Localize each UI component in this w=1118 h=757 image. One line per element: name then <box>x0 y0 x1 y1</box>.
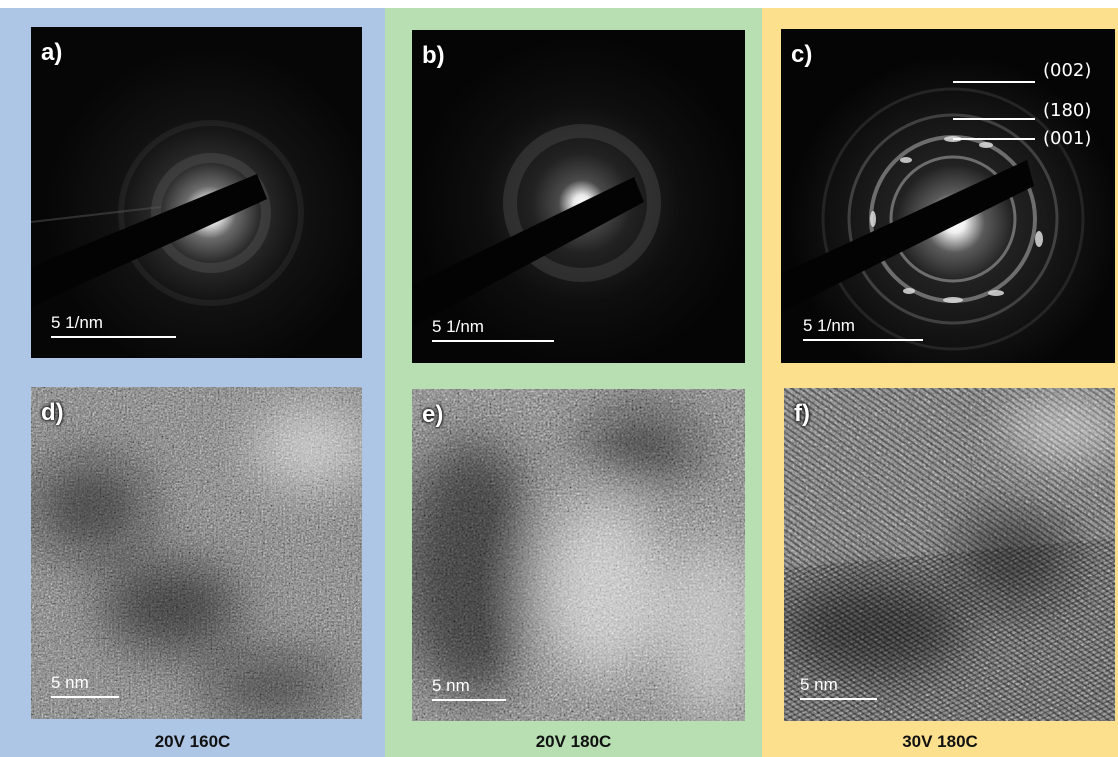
hrtem-image-e <box>412 389 745 721</box>
scale-label-f: 5 nm <box>800 675 838 694</box>
caption-col1: 20V 160C <box>154 732 231 751</box>
hrtem-image-f <box>784 388 1115 721</box>
diffraction-panel-c: c) (002) (180) (001) 5 1/nm <box>781 29 1115 363</box>
scale-bar-f: 5 nm <box>800 676 880 702</box>
panel-label-e: e) <box>422 401 444 428</box>
caption-col2: 20V 180C <box>535 732 612 751</box>
scale-bar-c: 5 1/nm <box>803 317 923 343</box>
caption-col3: 30V 180C <box>902 732 978 751</box>
panel-label-a: a) <box>41 39 63 66</box>
scale-label-a: 5 1/nm <box>51 313 103 332</box>
hrtem-panel-d: d) 5 nm <box>31 387 362 719</box>
diffraction-image-a <box>31 27 362 358</box>
scale-label-e: 5 nm <box>432 676 470 695</box>
index-label-180: (180) <box>1043 100 1092 121</box>
hrtem-panel-f: f) 5 nm <box>784 388 1115 721</box>
index-line-180 <box>953 118 1035 120</box>
panel-label-b: b) <box>422 42 445 69</box>
index-line-002 <box>953 81 1035 83</box>
scale-label-c: 5 1/nm <box>803 316 855 335</box>
diffraction-image-b <box>412 30 745 363</box>
panel-label-f: f) <box>794 400 810 427</box>
index-label-001: (001) <box>1043 128 1092 149</box>
diffraction-panel-a: a) 5 1/nm <box>31 27 362 358</box>
panel-label-c: c) <box>791 41 813 68</box>
scale-bar-e: 5 nm <box>432 677 507 703</box>
diffraction-image-c <box>781 29 1115 363</box>
scale-label-b: 5 1/nm <box>432 317 484 336</box>
diffraction-panel-b: b) 5 1/nm <box>412 30 745 363</box>
scale-bar-b: 5 1/nm <box>432 318 554 344</box>
hrtem-panel-e: e) 5 nm <box>412 389 745 721</box>
index-label-002: (002) <box>1043 60 1092 81</box>
scale-bar-a: 5 1/nm <box>51 314 176 340</box>
hrtem-image-d <box>31 387 362 719</box>
panel-label-d: d) <box>41 399 64 426</box>
scale-label-d: 5 nm <box>51 673 89 692</box>
index-line-001 <box>953 138 1035 140</box>
scale-bar-d: 5 nm <box>51 674 121 700</box>
